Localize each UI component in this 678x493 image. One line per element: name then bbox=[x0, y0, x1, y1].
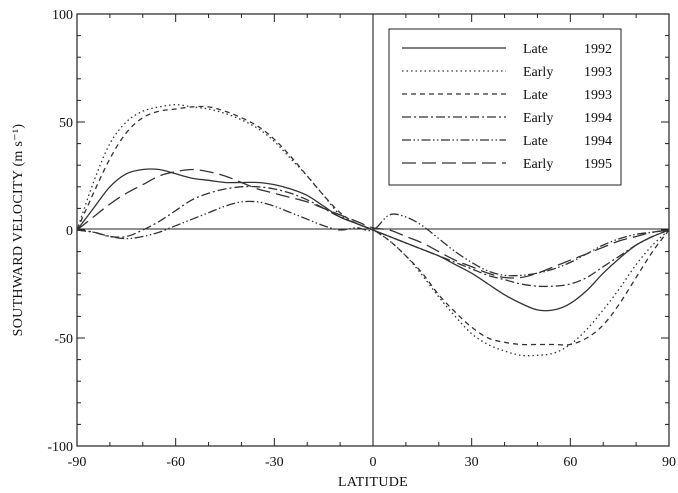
legend-label-3: Early bbox=[523, 111, 553, 126]
y-tick-label: 50 bbox=[59, 116, 73, 131]
series-line-3 bbox=[76, 185, 670, 288]
x-tick-label: 30 bbox=[465, 455, 479, 470]
series-line-4 bbox=[76, 200, 670, 277]
y-tick-labels: -100 -50 0 50 100 bbox=[47, 8, 73, 455]
x-tick-label: 60 bbox=[563, 455, 577, 470]
y-tick-label: -50 bbox=[54, 332, 73, 347]
legend-year-5: 1995 bbox=[584, 157, 612, 172]
axis-ticks bbox=[76, 13, 670, 447]
x-tick-labels: -90 -60 -30 0 30 60 90 bbox=[68, 455, 676, 470]
legend-label-1: Early bbox=[523, 65, 553, 80]
y-tick-label: -100 bbox=[47, 440, 73, 455]
y-tick-label: 100 bbox=[52, 8, 73, 23]
legend-label-0: Late bbox=[523, 42, 548, 57]
legend: Late 1992 Early 1993 Late 1993 Early 1994 Late 19… bbox=[388, 28, 622, 186]
legend-label-2: Late bbox=[523, 88, 548, 103]
legend-year-1: 1993 bbox=[584, 65, 612, 80]
series-lines bbox=[76, 104, 670, 357]
x-tick-label: -30 bbox=[265, 455, 284, 470]
legend-box bbox=[388, 28, 622, 186]
legend-year-0: 1992 bbox=[584, 42, 612, 57]
x-axis-title: LATITUDE bbox=[338, 475, 408, 490]
x-tick-label: 90 bbox=[662, 455, 676, 470]
y-axis-title: SOUTHWARD VELOCITY (m s⁻¹) bbox=[11, 124, 26, 337]
series-line-5 bbox=[76, 168, 670, 279]
legend-year-2: 1993 bbox=[584, 88, 612, 103]
x-tick-label: -90 bbox=[68, 455, 87, 470]
legend-label-5: Early bbox=[523, 157, 553, 172]
x-tick-label: 0 bbox=[370, 455, 377, 470]
legend-label-4: Late bbox=[523, 134, 548, 149]
x-tick-label: -60 bbox=[166, 455, 185, 470]
y-tick-label: 0 bbox=[66, 224, 73, 239]
legend-year-3: 1994 bbox=[584, 111, 612, 126]
legend-year-4: 1994 bbox=[584, 134, 612, 149]
